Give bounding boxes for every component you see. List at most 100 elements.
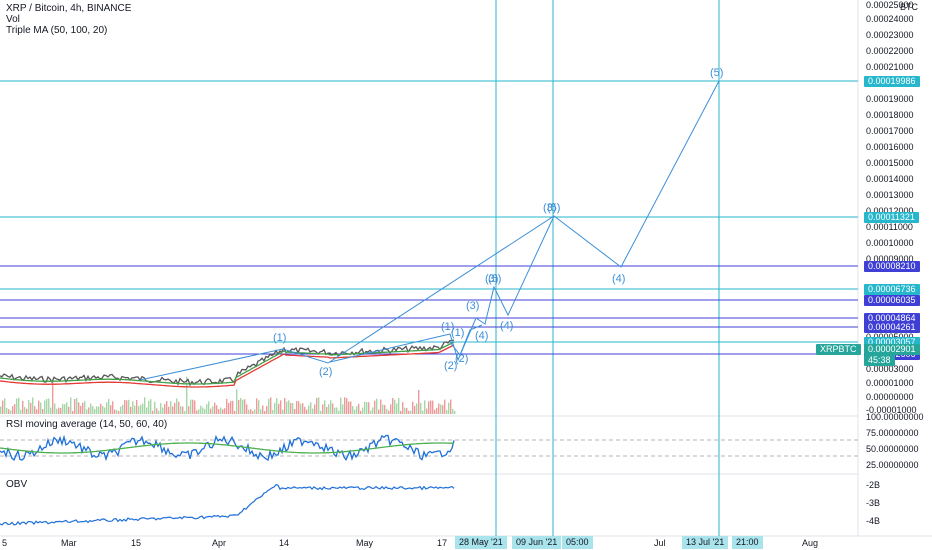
symbol-title[interactable]: XRP / Bitcoin, 4h, BINANCE <box>6 3 132 14</box>
price-scale-label: 0.00018000 <box>866 110 914 120</box>
price-scale-label: 0.00011000 <box>866 222 913 232</box>
volume-legend[interactable]: Vol <box>6 14 20 25</box>
volume-bar <box>346 398 348 414</box>
volume-bar <box>80 405 82 414</box>
volume-bar <box>312 408 314 414</box>
wave-label: (3) <box>543 202 556 214</box>
horizontal-level-label: 0.00011321 <box>864 212 919 223</box>
volume-bar <box>8 409 10 414</box>
x-axis-label: Jul <box>654 538 666 548</box>
volume-bar <box>118 411 120 414</box>
currency-label: BTC <box>900 2 918 12</box>
volume-bar <box>438 403 440 414</box>
volume-bar <box>190 399 192 414</box>
x-axis-marker-label: 21:00 <box>732 536 763 549</box>
obv-line <box>0 484 455 526</box>
volume-bar <box>380 399 382 414</box>
volume-bar <box>14 404 16 414</box>
price-scale-label: -0.00001000 <box>866 405 917 415</box>
volume-bar <box>226 398 228 414</box>
volume-bar <box>138 406 140 414</box>
volume-bar <box>288 400 290 414</box>
volume-bar <box>248 409 250 414</box>
volume-bar <box>116 410 118 414</box>
wave-label: (1) <box>273 332 286 344</box>
volume-bar <box>206 404 208 414</box>
volume-bar <box>354 409 356 414</box>
wave-label: (1) <box>451 327 464 339</box>
volume-bar <box>4 398 6 414</box>
volume-bar <box>158 410 160 414</box>
obv-legend[interactable]: OBV <box>6 479 28 490</box>
price-scale-label: 0.00023000 <box>866 30 914 40</box>
wave-label: (4) <box>612 273 625 285</box>
volume-bar <box>204 408 206 414</box>
wave-label: (2) <box>319 366 332 378</box>
volume-bar <box>268 398 270 414</box>
volume-bar <box>38 400 40 414</box>
volume-bar <box>124 400 126 414</box>
volume-bar <box>168 406 170 414</box>
volume-bar <box>152 410 154 414</box>
horizontal-level-label: 0.00006736 <box>864 284 920 295</box>
volume-bar <box>352 406 354 414</box>
x-axis-marker-label: 28 May '21 <box>455 536 507 549</box>
ma-legend[interactable]: Triple MA (50, 100, 20) <box>6 25 108 36</box>
volume-bar <box>322 404 324 414</box>
volume-bar <box>154 401 156 414</box>
volume-bar <box>320 410 322 414</box>
price-scale-label: 0.00001000 <box>866 378 914 388</box>
volume-bar <box>406 407 408 414</box>
volume-bar <box>262 405 264 414</box>
horizontal-level-label: 0.00003057 <box>864 337 920 348</box>
volume-bar <box>212 406 214 414</box>
price-scale-label: 0.00012000 <box>866 206 914 216</box>
volume-bar <box>296 401 298 414</box>
ma-red-line <box>0 344 455 388</box>
volume-bar <box>418 389 420 414</box>
volume-bar <box>366 402 368 414</box>
price-scale-label: 0.00014000 <box>866 174 914 184</box>
x-axis-marker-label: 09 Jun '21 <box>512 536 562 549</box>
wave-projection-small[interactable] <box>449 324 483 357</box>
volume-bar <box>234 410 236 414</box>
volume-bar <box>136 399 138 414</box>
volume-bar <box>66 402 68 414</box>
volume-bar <box>114 409 116 414</box>
price-scale-label: 0.00000000 <box>866 392 914 402</box>
volume-bar <box>198 409 200 414</box>
volume-bar <box>264 411 266 414</box>
volume-bar <box>420 402 422 414</box>
wave-projection-large[interactable] <box>139 80 720 381</box>
volume-bar <box>56 408 58 414</box>
volume-bar <box>146 407 148 414</box>
volume-bar <box>104 407 106 414</box>
price-line <box>0 339 455 387</box>
x-axis-label: Aug <box>802 538 819 548</box>
volume-bar <box>84 401 86 414</box>
volume-bar <box>64 404 66 414</box>
volume-bar <box>52 381 54 414</box>
volume-bar <box>0 406 2 414</box>
x-axis-marker-label: 13 Jul '21 <box>682 536 729 549</box>
volume-bar <box>50 407 52 414</box>
volume-bar <box>408 410 410 414</box>
wave-label: (5) <box>710 67 723 79</box>
volume-bar <box>300 403 302 414</box>
volume-bar <box>174 402 176 414</box>
volume-bar <box>270 397 272 414</box>
wave-projection-mid[interactable] <box>329 215 555 363</box>
volume-bar <box>132 401 134 414</box>
rsi-legend[interactable]: RSI moving average (14, 50, 60, 40) <box>6 419 168 430</box>
volume-bar <box>122 404 124 414</box>
volume-bar <box>330 400 332 414</box>
volume-bar <box>30 402 32 414</box>
horizontal-level-label: 0.00006035 <box>864 295 920 306</box>
volume-bar <box>70 397 72 414</box>
volume-bar <box>282 409 284 414</box>
volume-bar <box>452 408 454 414</box>
volume-bar <box>364 401 366 414</box>
volume-bar <box>394 399 396 414</box>
wave-label: (2) <box>444 360 457 372</box>
